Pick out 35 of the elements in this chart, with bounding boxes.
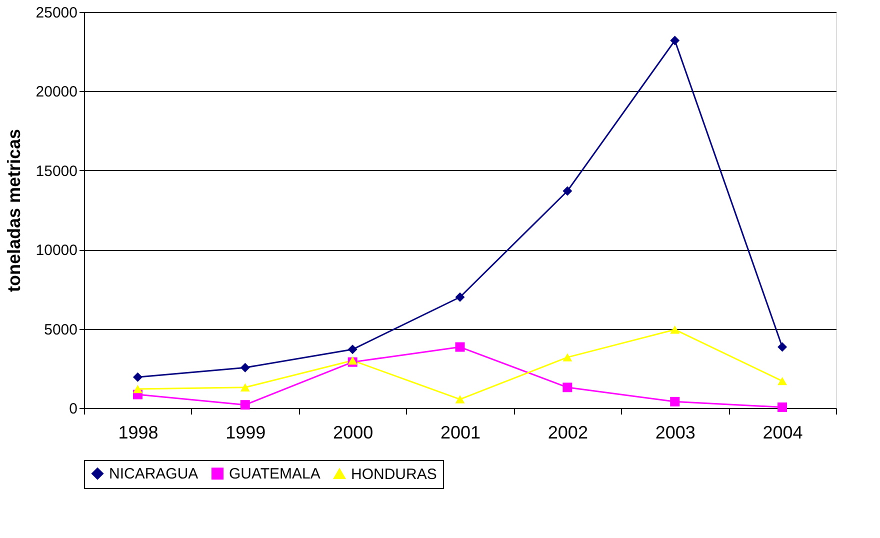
point (240, 383, 250, 392)
point (455, 395, 465, 404)
point (562, 186, 572, 196)
x-tick-label: 2002 (548, 422, 588, 442)
point (240, 400, 250, 410)
y-tick-label: 10000 (36, 242, 78, 260)
point (455, 292, 465, 302)
y-tick-label: 25000 (36, 4, 78, 22)
y-tick-label: 15000 (36, 162, 78, 180)
point (670, 36, 680, 46)
point (562, 353, 572, 362)
point (778, 342, 788, 352)
x-tick-label: 1999 (226, 422, 266, 442)
point (132, 384, 142, 394)
point (240, 362, 250, 372)
y-tick-label: 20000 (36, 84, 78, 101)
y-tick-label: 0 (69, 400, 78, 418)
point (778, 402, 788, 412)
point (778, 376, 788, 386)
x-tick-label: 2003 (655, 422, 696, 442)
point (670, 396, 680, 406)
x-tick-label: 1998 (118, 422, 158, 442)
legend-label: NICARAGUA (109, 466, 198, 483)
x-tick-label: 2004 (762, 422, 803, 442)
point (455, 342, 465, 352)
point (132, 372, 142, 382)
legend-label: HONDURAS (351, 466, 437, 483)
x-tick-label: 2000 (333, 422, 374, 442)
point (670, 325, 680, 334)
y-axis-title: toneladas metricas (4, 128, 24, 292)
point (562, 382, 572, 392)
legend-label: GUATEMALA (229, 466, 320, 483)
y-tick-label: 5000 (44, 321, 78, 338)
point (348, 344, 358, 354)
x-tick-label: 2001 (440, 422, 481, 442)
